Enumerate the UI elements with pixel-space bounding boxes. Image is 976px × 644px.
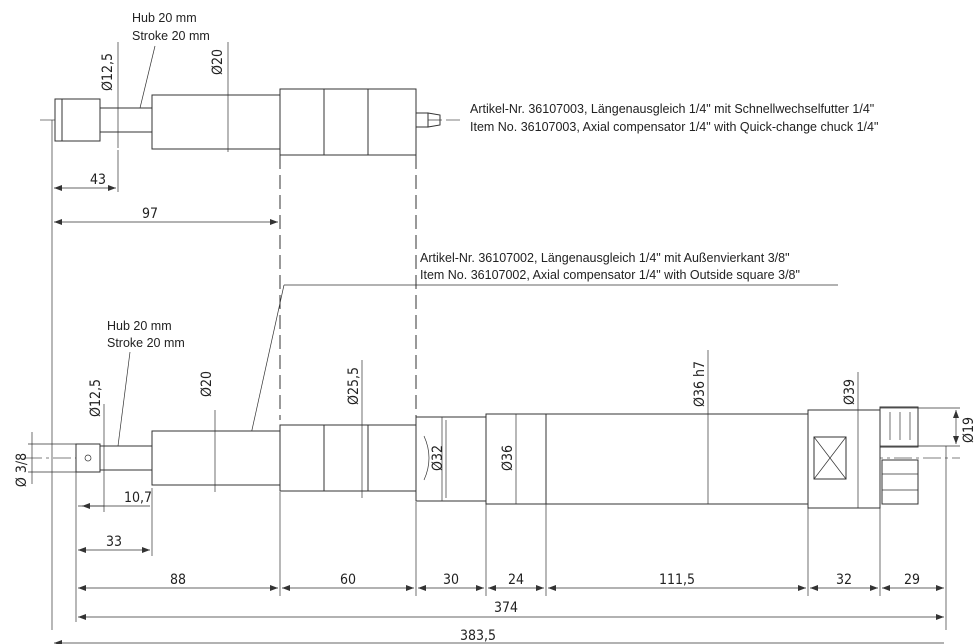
bottom-label-leader [247,284,285,449]
bottom-collar [415,416,487,502]
bottom-dim-32-label: 32 [836,572,852,588]
top-stroke-de: Hub 20 mm [132,11,197,25]
bottom-dim-88-label: 88 [170,572,186,588]
top-item-label-en: Item No. 36107003, Axial compensator 1/4… [470,120,878,134]
bottom-dim-60-label: 60 [340,572,356,588]
top-dim-43-label: 43 [90,172,106,188]
bottom-tool: Artikel-Nr. 36107002, Längenausgleich 1/… [14,251,976,644]
top-d12-label: Ø12,5 [100,53,116,91]
bottom-item-label-en: Item No. 36107002, Axial compensator 1/4… [420,268,800,282]
top-stroke-en: Stroke 20 mm [132,29,210,43]
bottom-dim-374-label: 374 [494,600,518,616]
bottom-d39-label: Ø39 [842,379,858,405]
top-stroke-leader [139,45,156,109]
bottom-outside-square [75,443,101,473]
bottom-d36h7-label: Ø36 h7 [692,361,708,407]
bottom-main-body [545,413,809,505]
bottom-chuck-end [879,406,919,448]
bottom-d20-label: Ø20 [199,371,215,397]
bottom-d32-label: Ø32 [430,445,446,471]
bottom-dim-29-label: 29 [904,572,920,588]
bottom-d12-label: Ø12,5 [88,379,104,417]
top-knurled-grip [323,88,369,156]
bottom-hex-nut [881,459,919,505]
top-tool: Ø12,5 Ø20 Hub 20 mm Stroke 20 mm 43 97 A… [40,11,878,630]
bottom-dim-10-7-label: 10,7 [124,490,152,506]
bottom-d25-label: Ø25,5 [346,367,362,405]
top-main-shaft [151,94,281,150]
bottom-dim-33-label: 33 [106,534,122,550]
top-hex-drive [415,112,429,128]
bottom-d19-label: Ø19 [961,417,976,443]
bottom-knurled-grip [323,424,369,492]
bottom-item-label-de: Artikel-Nr. 36107002, Längenausgleich 1/… [420,251,790,265]
bottom-d36-label: Ø36 [500,445,516,471]
top-small-shaft [99,107,153,133]
bottom-dim-111-5-label: 111,5 [659,572,695,588]
bottom-stroke-en: Stroke 20 mm [107,336,185,350]
bottom-square-label: Ø 3/8 [14,453,30,487]
bottom-stroke-de: Hub 20 mm [107,319,172,333]
top-d20-label: Ø20 [210,49,226,75]
bottom-dim-383-5-label: 383,5 [460,628,496,644]
top-dim-97-label: 97 [142,206,158,222]
top-item-label-de: Artikel-Nr. 36107003, Längenausgleich 1/… [470,102,874,116]
bottom-dim-24-label: 24 [508,572,524,588]
bottom-small-shaft [99,445,153,471]
bottom-dim-30-label: 30 [443,572,459,588]
bottom-main-shaft [151,430,281,486]
